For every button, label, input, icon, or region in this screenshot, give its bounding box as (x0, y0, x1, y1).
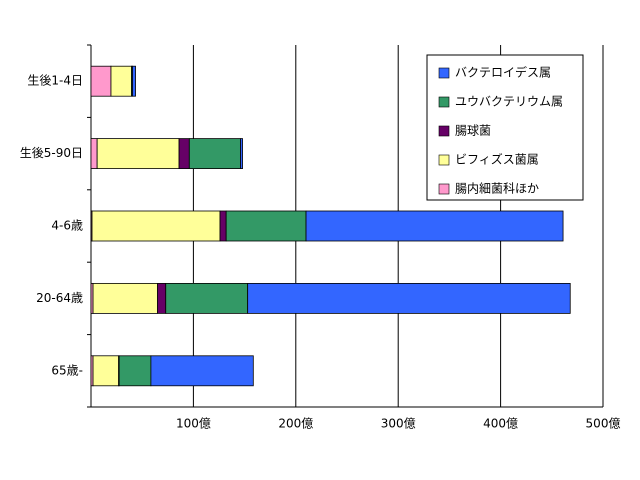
bar-segment (90, 65, 112, 97)
y-tick-label: 生後1-4日 (27, 74, 83, 88)
legend-swatch (438, 154, 450, 166)
y-tick-label: 生後5-90日 (20, 146, 83, 160)
legend-label: 腸球菌 (455, 123, 491, 138)
legend-swatch (438, 125, 450, 137)
legend-label: 腸内細菌科ほか (455, 181, 539, 196)
bar-segment (92, 355, 120, 387)
bar-segment (150, 355, 254, 387)
bar-segment (219, 210, 227, 242)
x-tick-label: 200億 (278, 417, 313, 431)
bar-segment (225, 210, 307, 242)
legend-label: ユウバクテリウム属 (455, 95, 563, 109)
bar-segment (165, 282, 249, 314)
legend-swatch (438, 96, 450, 108)
bar-segment (90, 138, 98, 170)
bar-segment (110, 65, 132, 97)
x-tick-label: 400億 (483, 417, 518, 431)
legend-label: ビフィズス菌属 (455, 152, 539, 167)
legend-box (426, 54, 584, 201)
bar-segment (240, 138, 243, 170)
x-tick-label: 100億 (176, 417, 211, 431)
bar-segment (188, 138, 241, 170)
y-tick-label: 65歳- (51, 363, 83, 377)
bar-segment (132, 65, 136, 97)
bar-segment (305, 210, 564, 242)
bar-segment (92, 282, 158, 314)
bar-segment (178, 138, 190, 170)
legend-swatch (438, 67, 450, 79)
bar-segment (118, 355, 152, 387)
y-tick-label: 4-6歳 (51, 219, 83, 233)
bar-segment (91, 210, 221, 242)
legend-label: バクテロイデス属 (455, 65, 551, 80)
bar-segment (157, 282, 167, 314)
x-tick-label: 500億 (586, 417, 621, 431)
x-tick-label: 300億 (381, 417, 416, 431)
bar-segment (247, 282, 571, 314)
y-tick-label: 20-64歳 (36, 291, 83, 305)
legend-swatch (438, 183, 450, 195)
bar-segment (96, 138, 180, 170)
